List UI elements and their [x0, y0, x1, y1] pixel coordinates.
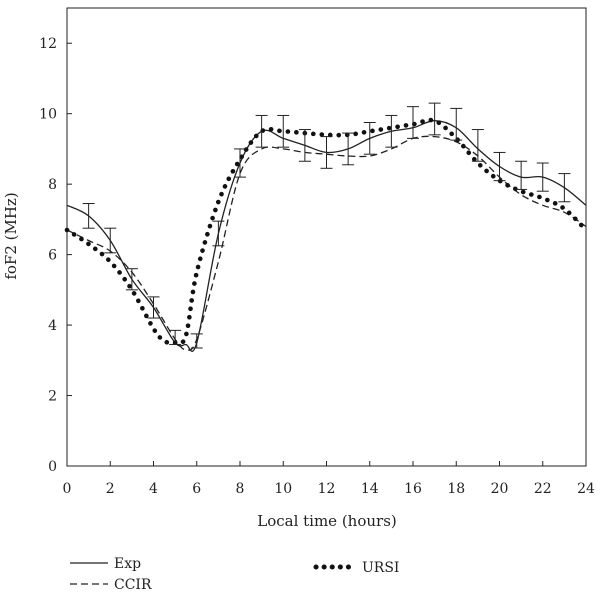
error-bar [255, 114, 268, 148]
error-bar [169, 329, 182, 345]
x-tick-label: 8 [236, 481, 245, 497]
error-bar [407, 106, 419, 139]
error-bar [536, 162, 549, 192]
error-bar [277, 114, 290, 148]
errorbar-layer [82, 102, 571, 349]
legend-entry-exp: Exp [70, 556, 141, 572]
x-axis-label: Local time (hours) [257, 512, 397, 530]
error-bar [428, 102, 441, 136]
legend-entry-ccir: CCIR [70, 577, 152, 593]
x-tick-label: 16 [404, 481, 422, 497]
error-bar [558, 173, 571, 203]
x-tick-label: 2 [106, 481, 115, 497]
legend: Exp CCIR URSI [70, 556, 399, 593]
y-tick-label: 4 [48, 318, 57, 334]
error-bar [298, 129, 311, 162]
error-bar [385, 114, 398, 148]
y-tick-label: 0 [48, 459, 57, 475]
x-tick-label: 0 [63, 481, 72, 497]
x-tick-label: 4 [149, 481, 158, 497]
x-tick-label: 20 [491, 481, 509, 497]
legend-label: URSI [362, 560, 399, 576]
x-tick-label: 6 [192, 481, 201, 497]
x-tick-label: 12 [318, 481, 336, 497]
series-exp-line [66, 120, 587, 353]
error-bar [104, 227, 117, 254]
y-tick-label: 8 [48, 177, 57, 193]
error-bar [147, 296, 160, 319]
y-tick-label: 2 [48, 389, 57, 405]
error-bar [493, 151, 506, 182]
error-bar [82, 203, 95, 229]
x-tick-label: 14 [361, 481, 379, 497]
error-bar [471, 129, 484, 162]
series-ccir-line [66, 135, 587, 351]
error-bar [212, 220, 225, 247]
error-bar [363, 122, 376, 155]
error-bar [342, 132, 355, 166]
error-bar [234, 148, 246, 178]
plot-border [66, 7, 587, 467]
x-tick-label: 18 [447, 481, 465, 497]
y-tick-label: 12 [39, 36, 57, 52]
x-tick-label: 24 [577, 481, 595, 497]
error-bar [450, 107, 463, 141]
x-tick-label: 22 [534, 481, 552, 497]
plot-frame [66, 7, 587, 467]
error-bar [320, 136, 333, 169]
y-axis-label: foF2 (MHz) [2, 192, 20, 279]
error-bar [190, 333, 203, 349]
legend-label: Exp [114, 556, 141, 572]
y-tick-label: 10 [39, 107, 57, 123]
error-bar [515, 160, 528, 190]
legend-entry-ursi: URSI [313, 560, 399, 576]
legend-label: CCIR [114, 577, 152, 593]
x-tick-label: 10 [274, 481, 292, 497]
y-tick-label: 6 [48, 248, 57, 264]
error-bar [125, 268, 138, 291]
